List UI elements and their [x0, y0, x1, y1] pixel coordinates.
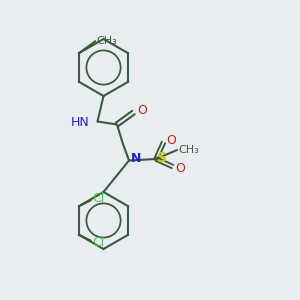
- Text: CH₃: CH₃: [178, 145, 199, 155]
- Text: O: O: [137, 104, 147, 118]
- Text: HN: HN: [71, 116, 90, 130]
- Text: Cl: Cl: [92, 236, 105, 249]
- Text: N: N: [130, 152, 141, 166]
- Text: S: S: [158, 152, 167, 165]
- Text: Cl: Cl: [92, 192, 105, 205]
- Text: CH₃: CH₃: [97, 36, 118, 46]
- Text: O: O: [167, 134, 176, 148]
- Text: O: O: [176, 161, 185, 175]
